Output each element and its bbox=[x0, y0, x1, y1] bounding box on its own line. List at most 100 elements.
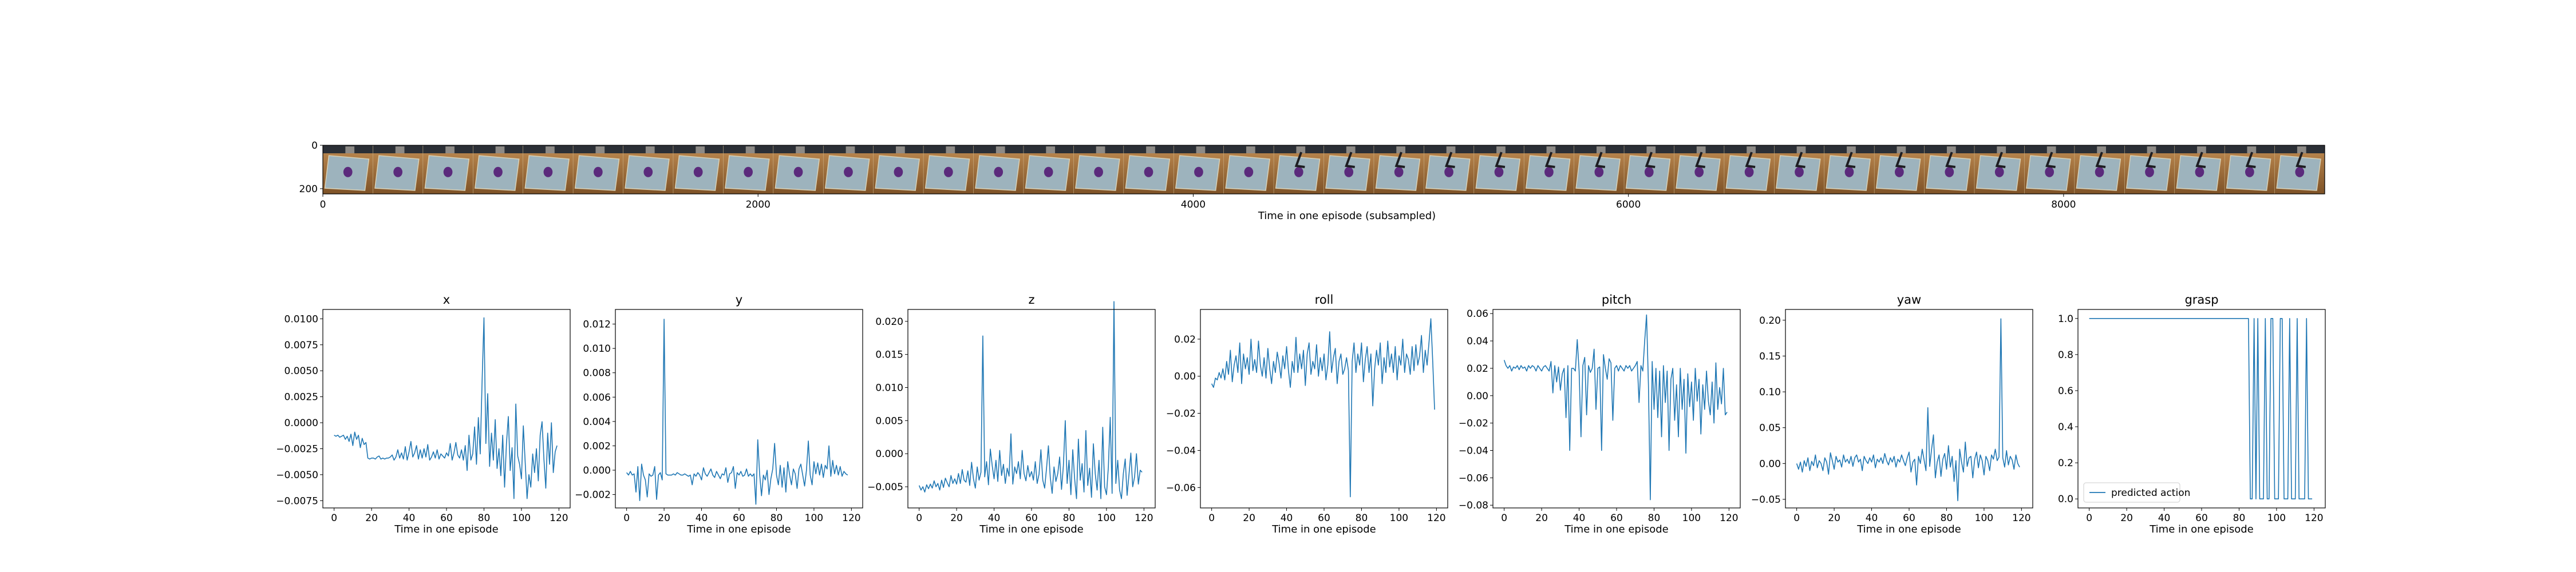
plot-title: x bbox=[443, 293, 450, 307]
filmstrip-frame bbox=[472, 145, 524, 194]
x-tick-label: 80 bbox=[478, 513, 491, 524]
x-tick-label: 40 bbox=[1866, 513, 1878, 524]
x-tick-label: 60 bbox=[1025, 513, 1038, 524]
filmstrip-frame bbox=[373, 145, 424, 194]
x-tick-label: 60 bbox=[440, 513, 453, 524]
y-tick-label: 0.20 bbox=[1759, 315, 1781, 327]
x-tick-label: 60 bbox=[1903, 513, 1915, 524]
plot-frame bbox=[322, 309, 571, 509]
y-tick-label: 0.2 bbox=[2058, 458, 2073, 469]
filmstrip-frame bbox=[1924, 145, 1975, 194]
y-tick-label: −0.06 bbox=[1166, 482, 1196, 494]
y-tick-label: 0.0 bbox=[2058, 494, 2073, 505]
filmstrip-frame bbox=[773, 145, 824, 194]
filmstrip-frame bbox=[1623, 145, 1674, 194]
filmstrip-frame bbox=[1223, 145, 1274, 194]
y-tick-label: 0.0000 bbox=[285, 418, 318, 429]
x-tick-label: 100 bbox=[2267, 513, 2286, 524]
filmstrip-x-tick-label: 6000 bbox=[1616, 199, 1641, 210]
y-tick-label: 0.4 bbox=[2058, 422, 2073, 433]
x-tick-label: 100 bbox=[1682, 513, 1701, 524]
x-tick-label: 100 bbox=[1097, 513, 1116, 524]
plot-z: z 0 20 40 60 80 100 120 −0.005 0.000 0.005 0.010 0.0… bbox=[867, 293, 1156, 535]
x-tick-label: 20 bbox=[365, 513, 378, 524]
filmstrip-frame bbox=[572, 145, 624, 194]
filmstrip-frame bbox=[422, 145, 473, 194]
legend: predicted action bbox=[2083, 482, 2190, 503]
y-tick-label: 0.00 bbox=[1174, 371, 1196, 383]
plot-title: pitch bbox=[1602, 293, 1631, 307]
y-tick-label: 0.015 bbox=[875, 349, 903, 361]
y-tick-label: 0.000 bbox=[583, 465, 611, 476]
x-tick-label: 40 bbox=[403, 513, 416, 524]
filmstrip-frame bbox=[1874, 145, 1925, 194]
x-axis-label: Time in one episode bbox=[1564, 523, 1669, 535]
y-tick-label: 0.02 bbox=[1174, 334, 1196, 345]
x-axis-label: Time in one episode bbox=[2149, 523, 2254, 535]
y-tick-label: 0.02 bbox=[1467, 363, 1488, 375]
plot-frame bbox=[615, 309, 863, 509]
y-tick-label: 0.012 bbox=[583, 319, 611, 331]
filmstrip-frame bbox=[2124, 145, 2175, 194]
filmstrip-frames bbox=[322, 145, 2325, 194]
x-tick-label: 20 bbox=[1535, 513, 1548, 524]
y-tick-label: 0.010 bbox=[875, 382, 903, 394]
x-tick-label: 80 bbox=[2233, 513, 2246, 524]
filmstrip-frame bbox=[1323, 145, 1374, 194]
plot-title: grasp bbox=[2184, 293, 2218, 307]
y-tick-label: 0.005 bbox=[875, 415, 903, 427]
x-tick-label: 0 bbox=[1793, 513, 1800, 524]
x-tick-label: 100 bbox=[1390, 513, 1408, 524]
y-tick-label: −0.06 bbox=[1459, 472, 1488, 484]
y-tick-label: −0.05 bbox=[1751, 494, 1781, 506]
x-tick-label: 60 bbox=[1318, 513, 1330, 524]
y-tick-label: 0.04 bbox=[1467, 336, 1488, 347]
series-line bbox=[334, 317, 558, 499]
x-tick-label: 60 bbox=[733, 513, 745, 524]
filmstrip-frame bbox=[1674, 145, 1725, 194]
legend-label: predicted action bbox=[2111, 487, 2190, 499]
filmstrip-y-axis: 0 200 bbox=[299, 140, 323, 195]
x-axis-label: Time in one episode bbox=[686, 523, 791, 535]
filmstrip-frame bbox=[1724, 145, 1775, 194]
filmstrip-x-tick-label: 2000 bbox=[746, 199, 771, 210]
filmstrip-frame bbox=[723, 145, 774, 194]
x-tick-label: 80 bbox=[1063, 513, 1076, 524]
y-tick-label: 0.0025 bbox=[285, 392, 318, 403]
filmstrip-x-tick-label: 0 bbox=[320, 199, 326, 210]
plot-title: yaw bbox=[1897, 293, 1921, 307]
y-tick-label: −0.04 bbox=[1459, 445, 1488, 456]
x-tick-label: 20 bbox=[658, 513, 670, 524]
x-tick-label: 120 bbox=[842, 513, 860, 524]
y-tick-label: −0.02 bbox=[1166, 408, 1196, 420]
x-tick-label: 0 bbox=[1501, 513, 1507, 524]
plot-frame bbox=[1492, 309, 1741, 509]
y-tick-label: 0.00 bbox=[1467, 391, 1488, 402]
filmstrip-frame bbox=[523, 145, 574, 194]
filmstrip-frame bbox=[1273, 145, 1324, 194]
series-line bbox=[1211, 318, 1435, 498]
y-tick-label: −0.005 bbox=[867, 482, 903, 493]
filmstrip-frame bbox=[2224, 145, 2275, 194]
filmstrip-frame bbox=[1974, 145, 2025, 194]
x-tick-label: 100 bbox=[805, 513, 823, 524]
plot-title: roll bbox=[1315, 293, 1334, 307]
x-axis-label: Time in one episode bbox=[979, 523, 1084, 535]
x-tick-label: 40 bbox=[1281, 513, 1293, 524]
filmstrip-frame bbox=[2174, 145, 2225, 194]
x-tick-label: 60 bbox=[1610, 513, 1623, 524]
x-tick-label: 120 bbox=[1720, 513, 1738, 524]
filmstrip-frame-border bbox=[322, 145, 2325, 194]
x-axis-label: Time in one episode bbox=[1856, 523, 1961, 535]
x-tick-label: 0 bbox=[2086, 513, 2092, 524]
x-tick-label: 40 bbox=[1573, 513, 1586, 524]
y-tick-label: 0.10 bbox=[1759, 387, 1781, 398]
plot-frame bbox=[1785, 309, 2033, 509]
x-tick-label: 80 bbox=[1356, 513, 1368, 524]
x-tick-label: 100 bbox=[1975, 513, 1993, 524]
x-tick-label: 120 bbox=[2305, 513, 2323, 524]
filmstrip-frame bbox=[1574, 145, 1625, 194]
series-line bbox=[1503, 314, 1728, 500]
